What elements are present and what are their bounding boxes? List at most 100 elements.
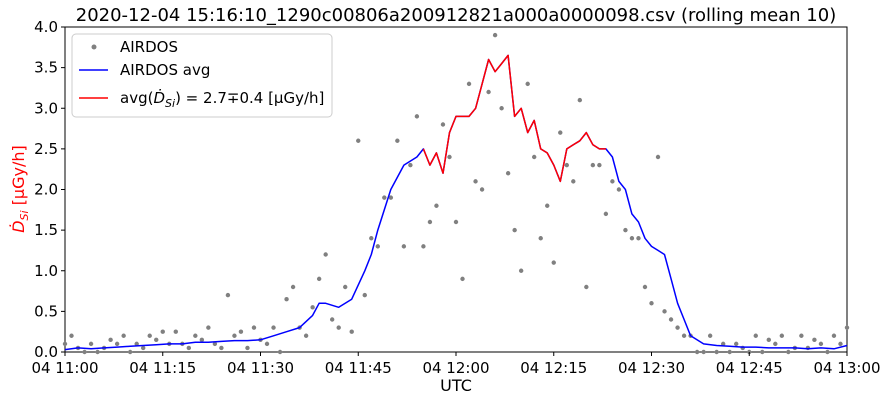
airdos-point-24 — [219, 345, 224, 351]
airdos-point-81 — [590, 162, 596, 168]
airdos-point-35 — [290, 284, 296, 290]
airdos-point-44 — [349, 329, 354, 334]
airdos-point-4 — [88, 341, 94, 347]
airdos-point-80 — [584, 284, 589, 290]
legend-average-subscript: Si — [165, 97, 175, 110]
airdos-point-92 — [662, 309, 667, 314]
airdos-point-59 — [447, 154, 452, 160]
y-tick-label-5: 2.5 — [34, 140, 58, 158]
airdos-point-10 — [127, 349, 133, 355]
airdos-point-118 — [831, 333, 837, 338]
y-axis-label: ḊSi [µGy/h] — [9, 145, 31, 233]
airdos-point-97 — [694, 349, 700, 355]
airdos-point-84 — [610, 179, 615, 184]
airdos-point-72 — [532, 154, 537, 160]
x-tick-label-8: 04 13:00 — [813, 359, 880, 377]
airdos-point-93 — [668, 317, 674, 322]
airdos-point-67 — [499, 106, 504, 111]
airdos-point-49 — [382, 195, 387, 200]
y-axis-label-unit: [µGy/h] — [9, 145, 28, 210]
svg-text:ḊSi [µGy/h]: ḊSi [µGy/h] — [9, 145, 31, 233]
x-tick-label-1: 04 11:15 — [129, 359, 196, 377]
airdos-point-15 — [160, 329, 165, 334]
airdos-point-28 — [245, 345, 250, 351]
legend-average-symbol: Ḋ — [153, 88, 165, 107]
airdos-point-78 — [571, 179, 576, 184]
y-tick-label-7: 3.5 — [34, 59, 58, 77]
average-highlight-line — [422, 54, 606, 183]
x-tick-label-2: 04 11:30 — [227, 359, 294, 377]
airdos-point-38 — [310, 305, 315, 310]
airdos-point-21 — [199, 337, 205, 343]
airdos-point-13 — [147, 333, 152, 338]
airdos-point-69 — [512, 227, 517, 233]
y-axis-label-subscript: Si — [18, 210, 31, 220]
airdos-point-12 — [141, 345, 146, 351]
airdos-point-82 — [597, 162, 602, 168]
y-tick-label-4: 2.0 — [34, 181, 58, 199]
airdos-point-119 — [838, 341, 843, 347]
x-axis-ticks: 04 11:00 04 11:15 04 11:30 04 11:45 04 12:00… — [31, 352, 881, 377]
airdos-point-99 — [707, 333, 713, 338]
y-axis-ticks: 0.0 0.5 1.0 1.5 2.0 2.5 3.0 3.5 4.0 — [34, 18, 65, 361]
airdos-point-120 — [844, 325, 850, 330]
y-tick-label-8: 4.0 — [34, 18, 58, 36]
airdos-point-115 — [812, 337, 817, 343]
airdos-point-91 — [655, 154, 661, 160]
airdos-point-43 — [343, 284, 348, 290]
airdos-point-27 — [238, 329, 244, 334]
airdos-point-50 — [388, 195, 394, 200]
airdos-point-53 — [408, 162, 413, 168]
y-tick-label-6: 3.0 — [34, 99, 58, 117]
airdos-point-56 — [427, 219, 433, 225]
airdos-point-47 — [369, 236, 374, 241]
airdos-point-33 — [277, 349, 283, 355]
airdos-point-79 — [577, 97, 583, 103]
airdos-point-109 — [773, 341, 778, 347]
line-series-layer — [64, 54, 848, 351]
airdos-point-29 — [251, 325, 257, 330]
airdos-point-62 — [466, 81, 472, 87]
airdos-point-94 — [675, 325, 680, 330]
airdos-point-63 — [473, 179, 478, 184]
legend-average-suffix: ) = 2.7∓0.4 [µGy/h] — [175, 89, 324, 107]
airdos-point-26 — [232, 333, 237, 338]
airdos-point-20 — [193, 333, 198, 338]
airdos-point-32 — [271, 325, 276, 330]
airdos-point-61 — [460, 276, 465, 282]
airdos-point-98 — [701, 349, 706, 355]
airdos-point-58 — [440, 122, 446, 127]
airdos-point-85 — [616, 187, 622, 192]
airdos-point-70 — [518, 268, 524, 273]
airdos-scatter-series — [62, 32, 850, 355]
x-tick-label-4: 04 12:00 — [422, 359, 489, 377]
airdos-point-14 — [154, 337, 159, 343]
airdos-point-57 — [434, 203, 439, 208]
airdos-point-31 — [264, 341, 270, 347]
airdos-point-41 — [329, 317, 335, 322]
airdos-point-60 — [453, 219, 459, 225]
airdos-point-34 — [284, 296, 289, 302]
airdos-point-7 — [108, 337, 113, 343]
airdos-point-87 — [629, 236, 635, 241]
airdos-point-83 — [603, 211, 609, 217]
airdos-point-5 — [95, 349, 100, 355]
airdos-point-11 — [134, 341, 139, 347]
airdos-point-39 — [316, 276, 322, 282]
airdos-point-0 — [62, 341, 68, 347]
airdos-point-64 — [479, 187, 485, 192]
legend-box — [71, 33, 333, 118]
airdos-point-111 — [786, 349, 791, 355]
airdos-point-51 — [395, 138, 400, 143]
airdos-point-17 — [173, 329, 178, 334]
airdos-point-71 — [525, 81, 530, 87]
y-tick-label-0: 0.0 — [34, 343, 58, 361]
airdos-point-106 — [753, 333, 758, 338]
legend-average-label: avg(ḊSi) = 2.7∓0.4 [µGy/h] — [120, 88, 324, 110]
legend-airdos-avg-label: AIRDOS avg — [120, 61, 210, 79]
airdos-point-9 — [121, 333, 126, 338]
airdos-point-40 — [323, 252, 328, 257]
y-tick-label-2: 1.0 — [34, 262, 58, 280]
x-tick-label-5: 04 12:15 — [520, 359, 587, 377]
